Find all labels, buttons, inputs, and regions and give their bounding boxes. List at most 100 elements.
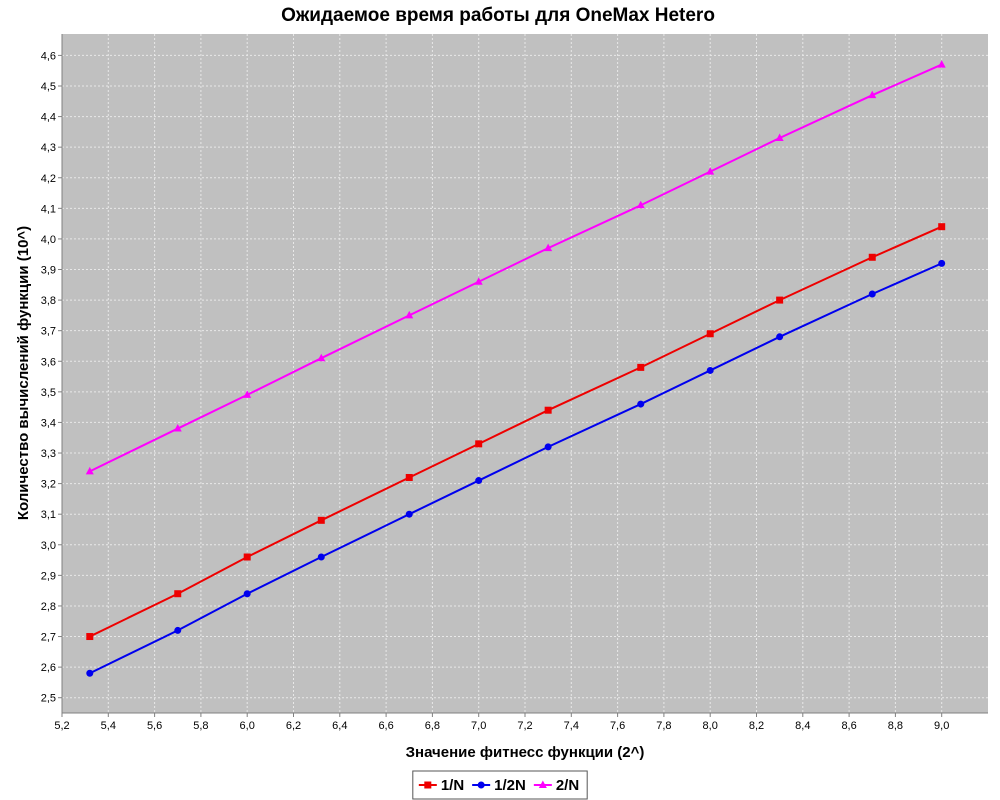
x-tick-label: 8,0 bbox=[703, 720, 718, 732]
data-point bbox=[474, 277, 483, 285]
data-point bbox=[776, 296, 784, 304]
x-tick-label: 6,4 bbox=[332, 720, 347, 732]
y-tick-label: 2,6 bbox=[41, 662, 56, 674]
x-axis-label: Значение фитнесс функции (2^) bbox=[406, 744, 645, 761]
data-point bbox=[405, 510, 413, 518]
data-point bbox=[86, 669, 94, 677]
data-point bbox=[637, 400, 645, 408]
data-point bbox=[776, 333, 784, 341]
x-tick-label: 7,0 bbox=[471, 720, 486, 732]
data-point bbox=[868, 90, 877, 99]
data-point bbox=[405, 310, 414, 319]
x-tick-label: 6,2 bbox=[286, 720, 301, 732]
x-tick-label: 8,8 bbox=[888, 720, 903, 732]
legend: 1/N 1/2N 2/N bbox=[412, 770, 588, 800]
y-tick-label: 3,4 bbox=[41, 417, 56, 429]
series-1/N bbox=[86, 223, 946, 641]
legend-marker bbox=[477, 781, 485, 789]
data-point bbox=[938, 259, 946, 267]
legend-item-1/2N: 1/2N bbox=[472, 777, 526, 794]
data-point bbox=[706, 167, 715, 175]
data-point bbox=[317, 516, 325, 524]
data-point bbox=[775, 133, 784, 141]
data-point bbox=[317, 353, 326, 362]
legend-marker bbox=[538, 780, 547, 788]
y-tick-label: 4,1 bbox=[41, 203, 56, 215]
data-point bbox=[86, 633, 94, 641]
data-point bbox=[868, 253, 876, 261]
x-tick-label: 5,4 bbox=[101, 720, 116, 732]
y-tick-label: 3,7 bbox=[41, 326, 56, 338]
x-tick-label: 7,2 bbox=[517, 720, 532, 732]
x-tick-label: 6,0 bbox=[240, 720, 255, 732]
x-tick-label: 7,8 bbox=[656, 720, 671, 732]
data-point bbox=[868, 290, 876, 298]
x-tick-label: 5,2 bbox=[54, 720, 69, 732]
series bbox=[85, 60, 946, 677]
data-point bbox=[636, 200, 645, 209]
y-tick-label: 3,3 bbox=[41, 448, 56, 460]
x-tick-label: 8,2 bbox=[749, 720, 764, 732]
data-point bbox=[243, 553, 251, 561]
data-point bbox=[243, 590, 251, 598]
series-line bbox=[89, 225, 943, 638]
y-axis-ticks: 2,5 2,6 2,7 2,8 2,9 3,0 3,1 3,2 3,3 3,4 3,5 3,6 3,7 3… bbox=[41, 50, 62, 705]
legend-frame bbox=[412, 770, 588, 800]
y-axis-label: Количество вычислений функции (10^) bbox=[15, 226, 32, 520]
y-tick-label: 4,4 bbox=[41, 112, 56, 124]
legend-item-2/N: 2/N bbox=[533, 777, 579, 794]
data-point bbox=[317, 553, 325, 561]
grid bbox=[61, 34, 988, 713]
x-tick-label: 8,4 bbox=[795, 720, 810, 732]
y-tick-label: 3,8 bbox=[41, 295, 56, 307]
y-tick-label: 3,1 bbox=[41, 509, 56, 521]
y-tick-label: 2,7 bbox=[41, 632, 56, 644]
x-tick-label: 6,6 bbox=[378, 720, 393, 732]
data-point bbox=[173, 424, 182, 432]
y-tick-label: 4,3 bbox=[41, 142, 56, 154]
x-tick-label: 8,6 bbox=[841, 720, 856, 732]
data-point bbox=[85, 466, 94, 475]
data-point bbox=[475, 477, 483, 485]
data-point bbox=[637, 363, 645, 371]
y-tick-label: 3,0 bbox=[41, 540, 56, 552]
x-tick-label: 7,6 bbox=[610, 720, 625, 732]
data-point bbox=[405, 473, 413, 481]
x-tick-label: 5,8 bbox=[193, 720, 208, 732]
y-tick-label: 4,6 bbox=[41, 50, 56, 62]
y-tick-label: 3,6 bbox=[41, 356, 56, 368]
data-point bbox=[475, 440, 483, 448]
legend-marker bbox=[424, 781, 432, 789]
data-point bbox=[174, 626, 182, 634]
y-tick-label: 2,8 bbox=[41, 601, 56, 613]
x-tick-label: 7,4 bbox=[564, 720, 579, 732]
y-tick-label: 4,5 bbox=[41, 81, 56, 93]
x-tick-label: 6,8 bbox=[425, 720, 440, 732]
y-tick-label: 3,5 bbox=[41, 387, 56, 399]
y-tick-label: 3,9 bbox=[41, 265, 56, 277]
y-tick-label: 2,5 bbox=[41, 693, 56, 705]
x-axis-ticks: 5,2 5,4 5,6 5,8 6,0 6,2 6,4 6,6 6,8 7,0 7,2 7,4 7,6 7… bbox=[54, 713, 949, 732]
y-tick-label: 4,2 bbox=[41, 173, 56, 185]
data-point bbox=[937, 60, 946, 68]
series-line bbox=[89, 63, 943, 473]
y-tick-label: 2,9 bbox=[41, 570, 56, 582]
legend-label: 2/N bbox=[556, 777, 579, 794]
data-point bbox=[544, 443, 552, 451]
x-tick-label: 5,6 bbox=[147, 720, 162, 732]
chart-title: Ожидаемое время работы для OneMax Hetero bbox=[281, 5, 715, 26]
data-point bbox=[544, 406, 552, 414]
data-point bbox=[544, 243, 553, 252]
series-1/2N bbox=[86, 259, 946, 677]
x-tick-label: 9,0 bbox=[934, 720, 949, 732]
data-point bbox=[706, 330, 714, 338]
data-point bbox=[706, 366, 714, 374]
data-point bbox=[243, 390, 252, 398]
y-tick-label: 3,2 bbox=[41, 479, 56, 491]
legend-label: 1/2N bbox=[494, 777, 526, 794]
series-2/N bbox=[85, 60, 946, 475]
series-line bbox=[89, 262, 943, 675]
legend-item-1/N: 1/N bbox=[418, 777, 464, 794]
legend-label: 1/N bbox=[441, 777, 464, 794]
